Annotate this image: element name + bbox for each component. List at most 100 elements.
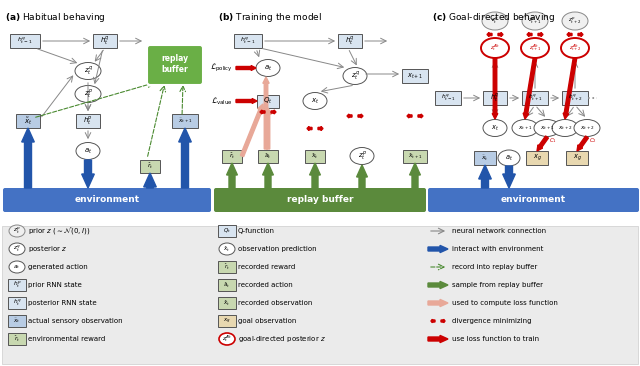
FancyArrow shape (356, 165, 367, 188)
Text: sample from replay buffer: sample from replay buffer (452, 282, 543, 288)
FancyArrow shape (310, 163, 321, 188)
FancyArrow shape (527, 33, 532, 37)
Ellipse shape (481, 38, 509, 58)
Text: $z^{Alt}_{t+2}$: $z^{Alt}_{t+2}$ (568, 42, 581, 53)
Text: $\mathcal{L}_{\rm policy}$: $\mathcal{L}_{\rm policy}$ (210, 62, 233, 74)
FancyBboxPatch shape (218, 261, 236, 273)
Ellipse shape (219, 333, 235, 345)
Text: $a_t$: $a_t$ (264, 63, 272, 72)
FancyArrow shape (577, 136, 588, 151)
Text: $z^{Alt}_t$: $z^{Alt}_t$ (490, 42, 500, 53)
Text: $h^q_{t-1}$: $h^q_{t-1}$ (240, 36, 256, 46)
FancyBboxPatch shape (428, 188, 639, 212)
Text: prior $z$ ($\sim\mathcal{N}(0,I)$): prior $z$ ($\sim\mathcal{N}(0,I)$) (28, 225, 90, 236)
Text: $z^{Alt}_t$: $z^{Alt}_t$ (221, 333, 232, 344)
FancyArrow shape (538, 33, 543, 37)
Text: goal observation: goal observation (238, 318, 296, 324)
FancyArrow shape (428, 245, 448, 253)
FancyArrow shape (358, 114, 363, 118)
Text: $h^q_t$: $h^q_t$ (100, 34, 110, 48)
Text: $h^q_{t+2}$: $h^q_{t+2}$ (568, 93, 582, 103)
Text: $\hat{r}_t$: $\hat{r}_t$ (14, 334, 20, 344)
FancyArrow shape (22, 128, 35, 188)
Text: $x_{t+1}$: $x_{t+1}$ (540, 124, 554, 132)
FancyArrow shape (318, 127, 323, 131)
Ellipse shape (574, 120, 600, 137)
FancyArrow shape (144, 173, 156, 188)
Ellipse shape (343, 67, 367, 85)
FancyBboxPatch shape (218, 225, 236, 237)
FancyBboxPatch shape (8, 315, 26, 327)
FancyBboxPatch shape (305, 149, 325, 163)
FancyBboxPatch shape (214, 188, 426, 212)
FancyArrow shape (498, 33, 503, 37)
FancyArrow shape (236, 66, 256, 70)
Text: $\tilde{x}_t$: $\tilde{x}_t$ (13, 317, 20, 325)
Text: $\bf{(a)}$ Habitual behaving: $\bf{(a)}$ Habitual behaving (5, 11, 106, 24)
Text: $x_g$: $x_g$ (223, 316, 231, 326)
FancyArrow shape (578, 33, 583, 37)
Text: interact with environment: interact with environment (452, 246, 543, 252)
FancyArrow shape (479, 165, 492, 188)
FancyBboxPatch shape (140, 160, 160, 172)
FancyBboxPatch shape (93, 34, 117, 48)
Text: $x_g$: $x_g$ (573, 153, 581, 163)
FancyArrow shape (441, 319, 445, 323)
Ellipse shape (534, 120, 560, 137)
FancyBboxPatch shape (8, 297, 26, 309)
Text: replay
buffer: replay buffer (161, 54, 189, 74)
FancyBboxPatch shape (222, 149, 242, 163)
Text: $x_{t+2}$: $x_{t+2}$ (557, 124, 572, 132)
FancyBboxPatch shape (258, 149, 278, 163)
FancyBboxPatch shape (10, 34, 40, 48)
Text: $z^q_t$: $z^q_t$ (84, 64, 92, 78)
Text: $h^q_{t-1}$: $h^q_{t-1}$ (441, 93, 455, 103)
Text: $z^p_t$: $z^p_t$ (84, 87, 92, 101)
FancyBboxPatch shape (566, 151, 588, 165)
FancyArrow shape (271, 110, 276, 114)
Ellipse shape (303, 93, 327, 109)
Text: goal-directed posterior $z$: goal-directed posterior $z$ (238, 334, 326, 344)
Text: $\tilde{x}_t$: $\tilde{x}_t$ (481, 153, 489, 163)
Ellipse shape (498, 150, 520, 166)
FancyArrow shape (260, 110, 265, 114)
Text: $\hat{r}_t$: $\hat{r}_t$ (228, 151, 236, 161)
FancyBboxPatch shape (474, 151, 496, 165)
FancyBboxPatch shape (526, 151, 548, 165)
Text: $h^p_t$: $h^p_t$ (83, 115, 93, 127)
Text: $h^p_t$: $h^p_t$ (13, 280, 21, 290)
Text: neural network connection: neural network connection (452, 228, 546, 234)
FancyBboxPatch shape (338, 34, 362, 48)
Text: $h^q_{t+1}$: $h^q_{t+1}$ (528, 93, 542, 103)
Ellipse shape (219, 243, 235, 255)
Ellipse shape (482, 12, 508, 30)
FancyBboxPatch shape (522, 91, 548, 105)
FancyArrow shape (428, 281, 448, 289)
FancyArrow shape (428, 335, 448, 343)
FancyBboxPatch shape (2, 226, 638, 364)
Text: $Q_t$: $Q_t$ (263, 96, 273, 106)
Ellipse shape (521, 38, 549, 58)
Text: environmental reward: environmental reward (28, 336, 105, 342)
FancyBboxPatch shape (435, 91, 461, 105)
FancyArrow shape (265, 108, 271, 149)
Text: prior RNN state: prior RNN state (28, 282, 82, 288)
Ellipse shape (561, 38, 589, 58)
Text: recorded reward: recorded reward (238, 264, 295, 270)
Text: $\bf{(c)}$ Goal-directed behaving: $\bf{(c)}$ Goal-directed behaving (432, 11, 555, 24)
Text: $C_1$: $C_1$ (549, 137, 557, 145)
FancyBboxPatch shape (218, 279, 236, 291)
Text: $h^q_t$: $h^q_t$ (490, 92, 500, 104)
Text: $x_t$: $x_t$ (491, 123, 499, 132)
Text: $C_2$: $C_2$ (589, 137, 597, 145)
FancyArrow shape (307, 127, 312, 131)
Text: $z^p_{t+1}$: $z^p_{t+1}$ (529, 16, 541, 26)
Text: environment: environment (74, 195, 140, 205)
FancyArrow shape (563, 58, 577, 119)
Text: $x_{t+1}$: $x_{t+1}$ (407, 71, 423, 81)
Ellipse shape (522, 12, 548, 30)
FancyArrow shape (262, 163, 273, 188)
FancyBboxPatch shape (8, 279, 26, 291)
Text: actual sensory observation: actual sensory observation (28, 318, 123, 324)
FancyBboxPatch shape (218, 315, 236, 327)
